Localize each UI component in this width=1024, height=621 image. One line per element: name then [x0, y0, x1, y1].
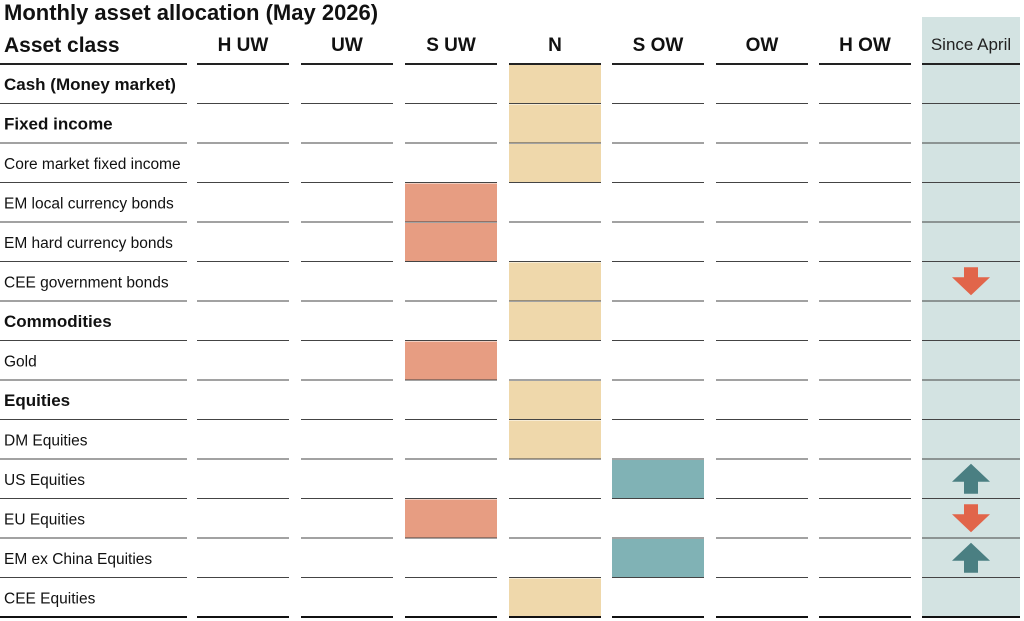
- row-label: Fixed income: [4, 114, 113, 133]
- allocation-cell-s-uw: [405, 183, 497, 222]
- allocation-cell-n: [509, 65, 601, 104]
- row-label: Core market fixed income: [4, 156, 181, 173]
- allocation-cell-s-uw: [405, 223, 497, 262]
- arrow-up-icon: [952, 542, 990, 573]
- allocation-cell-n: [509, 578, 601, 617]
- column-header-uw: UW: [331, 35, 363, 56]
- allocation-cell-n: [509, 381, 601, 420]
- arrow-down-icon: [952, 504, 990, 533]
- column-header-ow: OW: [746, 35, 779, 56]
- column-header-h-uw: H UW: [218, 35, 269, 56]
- row-label: EM local currency bonds: [4, 195, 174, 212]
- row-label: US Equities: [4, 472, 85, 489]
- row-label: DM Equities: [4, 432, 88, 449]
- allocation-cell-n: [509, 262, 601, 301]
- row-label: EM hard currency bonds: [4, 235, 173, 252]
- column-header-h-ow: H OW: [839, 35, 891, 56]
- column-header-n: N: [548, 35, 562, 56]
- header-asset-class: Asset class: [4, 34, 120, 57]
- allocation-cell-s-ow: [612, 539, 704, 578]
- allocation-cell-n: [509, 144, 601, 183]
- row-label: CEE Equities: [4, 590, 96, 607]
- allocation-cell-s-uw: [405, 341, 497, 380]
- allocation-cell-n: [509, 420, 601, 459]
- allocation-cell-n: [509, 302, 601, 341]
- arrow-down-icon: [952, 267, 990, 296]
- column-header-s-uw: S UW: [426, 35, 476, 56]
- arrow-up-icon: [952, 463, 990, 494]
- column-header-since-april: Since April: [931, 35, 1011, 54]
- row-label: EM ex China Equities: [4, 551, 152, 568]
- allocation-cell-s-ow: [612, 460, 704, 499]
- row-label: Cash (Money market): [4, 75, 176, 94]
- row-label: Gold: [4, 353, 37, 370]
- allocation-cell-s-uw: [405, 499, 497, 538]
- row-label: EU Equities: [4, 511, 85, 528]
- chart-title: Monthly asset allocation (May 2026): [4, 0, 379, 25]
- row-label: Commodities: [4, 312, 112, 331]
- row-label: CEE government bonds: [4, 274, 169, 291]
- row-label: Equities: [4, 391, 70, 410]
- allocation-cell-n: [509, 104, 601, 143]
- column-header-s-ow: S OW: [633, 35, 684, 56]
